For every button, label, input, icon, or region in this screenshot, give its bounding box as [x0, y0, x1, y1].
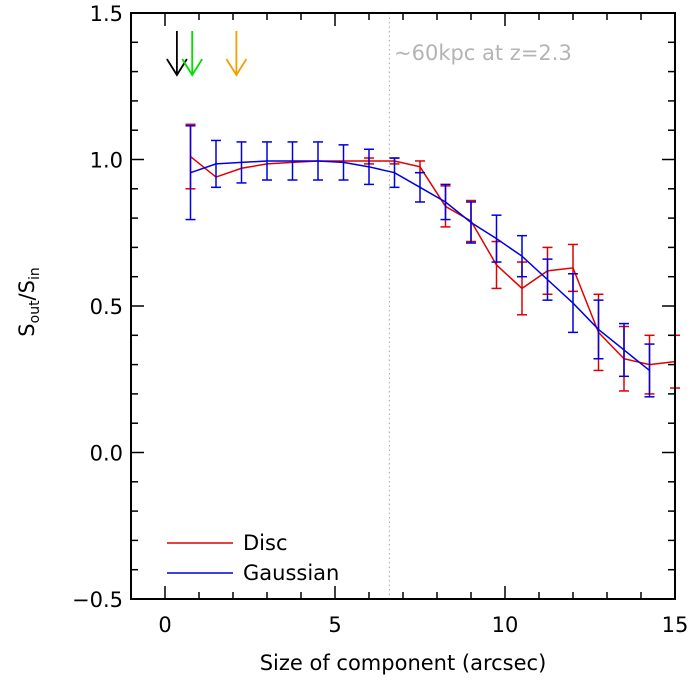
- x-tick-label: 0: [158, 613, 171, 637]
- error-bar-gaussian: [415, 171, 425, 203]
- legend-disc-label: Disc: [243, 531, 288, 555]
- y-axis-title-sub1: out: [27, 300, 43, 323]
- error-bar-gaussian: [236, 141, 247, 184]
- down-arrow-icon: [166, 31, 188, 77]
- error-bar-gaussian: [440, 183, 451, 221]
- error-bar-gaussian: [389, 157, 400, 189]
- error-bar-gaussian: [185, 125, 196, 221]
- annotation-text: ~60kpc at z=2.3: [394, 41, 572, 65]
- y-tick-label: 1.0: [90, 149, 123, 173]
- error-bar-gaussian: [211, 139, 221, 189]
- error-bar-gaussian: [338, 144, 349, 181]
- down-arrow-icon: [181, 31, 203, 77]
- y-axis-title-mid: /S: [15, 280, 39, 300]
- series-line-disc: [190, 155, 676, 366]
- arrow-head: [225, 58, 248, 77]
- error-bar-gaussian: [517, 234, 527, 278]
- error-bar-gaussian: [466, 201, 476, 244]
- error-bar-gaussian: [568, 273, 578, 334]
- y-tick-label: −0.5: [72, 588, 123, 612]
- legend-gaussian-label: Gaussian: [243, 561, 339, 585]
- x-tick-label: 10: [492, 613, 519, 637]
- y-tick-label: 1.5: [90, 2, 123, 26]
- error-bar-gaussian: [619, 322, 629, 378]
- legend: Disc Gaussian: [167, 531, 339, 585]
- error-bar-gaussian: [491, 214, 502, 263]
- y-axis-title-sub2: in: [27, 267, 43, 280]
- arrow-head: [181, 58, 203, 77]
- x-axis-title: Size of component (arcsec): [260, 651, 547, 675]
- down-arrow-icon: [225, 31, 248, 77]
- error-bar-gaussian: [287, 141, 298, 181]
- plot-frame: [130, 12, 676, 600]
- x-tick-label: 15: [662, 613, 689, 637]
- error-bar-gaussian: [542, 258, 553, 301]
- arrow-head: [166, 58, 188, 77]
- error-bar-gaussian: [364, 148, 374, 186]
- error-bar-gaussian: [262, 141, 272, 181]
- y-tick-label: 0.0: [90, 442, 123, 466]
- y-axis-title: Sout/Sin: [15, 267, 43, 336]
- x-tick-label: 5: [328, 613, 341, 637]
- y-axis-title-main: S: [15, 323, 39, 336]
- error-bar-gaussian: [593, 299, 604, 360]
- y-tick-label: 0.5: [90, 295, 123, 319]
- error-bar-gaussian: [644, 343, 655, 398]
- error-bar-gaussian: [313, 141, 323, 181]
